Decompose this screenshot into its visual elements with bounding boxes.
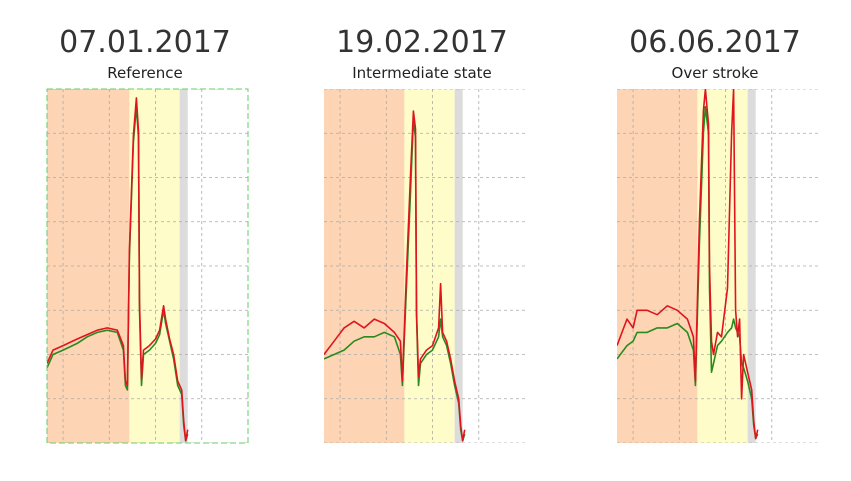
panel: 07.01.2017 Reference	[46, 25, 249, 444]
region-band	[697, 89, 748, 443]
chart-subtitle: Intermediate state	[352, 64, 492, 82]
chart-title: 19.02.2017	[336, 25, 508, 60]
plot-area	[47, 89, 248, 443]
panel: 06.06.2017 Over stroke	[617, 25, 818, 443]
plot-area	[324, 89, 525, 443]
plot-area	[617, 89, 818, 443]
panel: 19.02.2017 Intermediate state	[324, 25, 525, 443]
chart-subtitle: Over stroke	[672, 64, 759, 82]
chart-title: 06.06.2017	[629, 25, 801, 60]
chart-title: 07.01.2017	[59, 25, 231, 60]
data-line	[617, 89, 759, 440]
data-line	[324, 110, 466, 442]
data-line	[47, 97, 189, 442]
chart-subtitle: Reference	[107, 64, 183, 82]
region-band	[129, 89, 180, 443]
frame	[46, 88, 249, 444]
region-band	[179, 89, 188, 443]
